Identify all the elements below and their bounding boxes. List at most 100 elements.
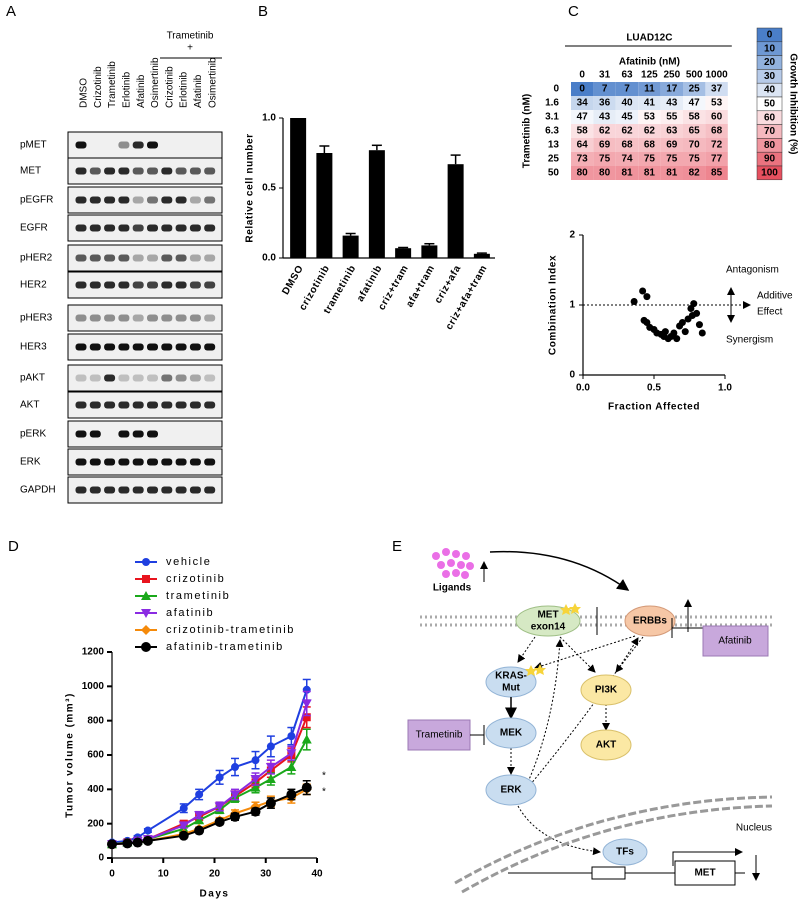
band [75, 343, 87, 351]
x-tick-label: 1.0 [718, 383, 732, 394]
band [75, 224, 87, 232]
band [89, 314, 101, 322]
colorbar-label: 80 [764, 140, 776, 151]
heatmap-cell [571, 166, 594, 180]
node-label: KRAS- [495, 671, 527, 682]
band [118, 458, 130, 466]
band [132, 430, 144, 438]
heatmap-cell [660, 152, 683, 166]
cell-value: 34 [577, 98, 589, 109]
column-label: Crizotinib [93, 66, 104, 108]
band [189, 401, 201, 409]
heatmap-cell [571, 96, 594, 110]
y-axis-label: Relative cell number [245, 133, 256, 242]
band [132, 196, 144, 204]
node-label: exon14 [531, 622, 566, 633]
x-tick-label: 0.0 [576, 383, 590, 394]
band [147, 401, 158, 409]
column-label: 1000 [705, 70, 728, 81]
point [695, 321, 703, 329]
band [132, 224, 144, 232]
point [215, 773, 224, 782]
y-tick-label: 1200 [82, 647, 105, 658]
band [89, 254, 101, 262]
x-tick-label: 20 [209, 869, 221, 880]
band [89, 486, 101, 494]
colorbar-label: 90 [764, 154, 776, 165]
column-label: Osimertinib [207, 57, 218, 108]
heatmap-cell [615, 152, 639, 166]
node-label: PI3K [595, 685, 618, 696]
heatmap-cell [638, 138, 661, 152]
column-label: 125 [641, 70, 658, 81]
node-label: MET [694, 868, 715, 879]
band [132, 486, 144, 494]
significance: * [322, 771, 326, 782]
heatmap-cell [571, 82, 594, 96]
point [265, 774, 276, 784]
band [161, 224, 173, 232]
legend-label: crizotinib-trametinib [166, 624, 295, 636]
band [89, 196, 101, 204]
row-label: ERK [20, 457, 41, 468]
heatmap-cell [638, 152, 661, 166]
row-label: pHER3 [20, 313, 53, 324]
cell-value: 75 [689, 154, 701, 165]
band [132, 401, 144, 409]
point [250, 806, 261, 817]
cell-value: 62 [621, 126, 633, 137]
series-line [111, 739, 308, 846]
band [161, 254, 173, 262]
band [132, 167, 144, 175]
x-tick-label: 30 [260, 869, 272, 880]
point [132, 837, 143, 848]
band [104, 196, 116, 204]
band [118, 343, 130, 351]
heatmap-cell [705, 166, 728, 180]
y-tick-label: 600 [87, 750, 104, 761]
point [250, 782, 261, 792]
band [189, 224, 201, 232]
band [132, 374, 144, 382]
gene-box [674, 860, 736, 886]
arrow [517, 636, 536, 663]
band [161, 314, 173, 322]
heatmap-cell [660, 166, 683, 180]
cell-value: 74 [621, 154, 633, 165]
heatmap-cell [593, 138, 616, 152]
series-line [111, 703, 308, 846]
band [161, 343, 173, 351]
row-label: HER2 [20, 280, 47, 291]
heatmap-cell [705, 124, 728, 138]
point [286, 762, 297, 772]
column-header: Trametinib [167, 31, 214, 42]
point [286, 789, 297, 800]
point [107, 839, 117, 850]
point [661, 328, 669, 336]
cell-value: 36 [599, 98, 611, 109]
band [89, 224, 101, 232]
band [189, 196, 201, 204]
cell-value: 81 [644, 168, 656, 179]
heatmap-cell [705, 138, 728, 152]
point [230, 790, 240, 800]
column-header-sign: + [187, 43, 193, 54]
band [75, 430, 87, 438]
band [189, 374, 201, 382]
band [204, 374, 216, 382]
heatmap-cell [638, 124, 661, 138]
heatmap-cell [705, 96, 728, 110]
bar [368, 150, 385, 258]
heatmap-cell [571, 138, 594, 152]
node [602, 838, 648, 866]
band [147, 343, 158, 351]
heatmap-cell [683, 138, 706, 152]
band [75, 141, 87, 149]
band [147, 314, 158, 322]
y-tick-label: 200 [87, 818, 104, 829]
band [104, 167, 116, 175]
arrow [527, 639, 564, 783]
cell-value: 58 [577, 126, 589, 137]
x-tick-label: 10 [158, 869, 170, 880]
